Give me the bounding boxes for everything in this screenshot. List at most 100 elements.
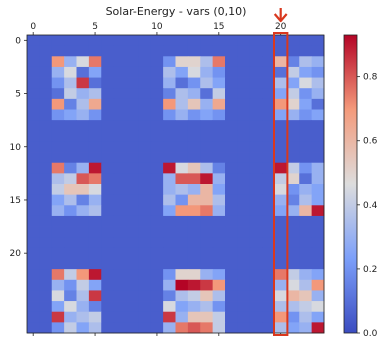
heatmap-cell — [262, 130, 275, 142]
heatmap-cell — [113, 269, 127, 281]
heatmap-cell — [262, 35, 275, 47]
heatmap-cell — [113, 311, 127, 323]
heatmap-cell — [237, 45, 251, 57]
heatmap-cell — [138, 247, 152, 259]
heatmap-cell — [200, 77, 214, 89]
heatmap-cell — [76, 322, 90, 334]
heatmap-cell — [175, 66, 189, 78]
heatmap-cell — [150, 215, 164, 227]
heatmap-cell — [249, 205, 263, 217]
heatmap-cell — [51, 56, 65, 68]
heatmap-cell — [150, 35, 164, 47]
heatmap-cell — [76, 141, 90, 153]
heatmap-cell — [274, 184, 288, 196]
heatmap-cell — [126, 162, 139, 174]
heatmap-cell — [237, 173, 251, 185]
heatmap-cell — [299, 258, 313, 270]
heatmap-cell — [286, 162, 300, 174]
heatmap-cell — [113, 45, 127, 57]
heatmap-cell — [274, 269, 288, 281]
heatmap-cell — [262, 88, 275, 100]
heatmap-cell — [138, 88, 152, 100]
heatmap-cell — [311, 237, 325, 249]
heatmap-cell — [299, 194, 313, 206]
heatmap-cell — [212, 66, 226, 78]
heatmap-cell — [249, 290, 263, 302]
heatmap-cell — [262, 56, 275, 68]
heatmap-cell — [311, 258, 325, 270]
heatmap-cell — [150, 56, 164, 68]
heatmap-cell — [51, 322, 65, 334]
heatmap-cell — [150, 88, 164, 100]
heatmap-cell — [39, 152, 53, 164]
heatmap-cell — [299, 35, 313, 47]
heatmap-cell — [286, 35, 300, 47]
heatmap-cell — [274, 215, 288, 227]
heatmap-cell — [249, 162, 263, 174]
heatmap-cell — [138, 109, 152, 121]
heatmap-cell — [27, 311, 40, 323]
heatmap-cell — [200, 301, 214, 313]
heatmap-cell — [225, 162, 238, 174]
heatmap-cell — [101, 215, 115, 227]
heatmap-cell — [225, 215, 238, 227]
heatmap-cell — [76, 258, 90, 270]
heatmap-cell — [212, 98, 226, 110]
heatmap-cell — [237, 226, 251, 238]
heatmap-cell — [225, 88, 238, 100]
heatmap-cell — [175, 258, 189, 270]
heatmap-cell — [51, 290, 65, 302]
heatmap-cell — [187, 215, 201, 227]
heatmap-cell — [274, 152, 288, 164]
heatmap-cell — [39, 88, 53, 100]
heatmap-cell — [200, 35, 214, 47]
heatmap-cell — [200, 226, 214, 238]
heatmap-cell — [286, 56, 300, 68]
heatmap-cell — [39, 301, 53, 313]
heatmap-cell — [150, 109, 164, 121]
heatmap-cell — [64, 77, 77, 89]
heatmap-cell — [274, 141, 288, 153]
heatmap-cell — [76, 173, 90, 185]
heatmap-cell — [212, 205, 226, 217]
heatmap-cell — [249, 322, 263, 334]
heatmap-cell — [163, 184, 176, 196]
heatmap-cell — [138, 311, 152, 323]
heatmap-cell — [286, 77, 300, 89]
heatmap-cell — [76, 88, 90, 100]
heatmap-cell — [249, 311, 263, 323]
x-tick-label: 15 — [213, 22, 224, 32]
heatmap-cell — [225, 194, 238, 206]
y-tick-label: 20 — [10, 249, 22, 259]
heatmap-cell — [88, 77, 102, 89]
heatmap-cell — [187, 311, 201, 323]
heatmap-cell — [64, 35, 77, 47]
heatmap-cell — [187, 152, 201, 164]
y-tick-label: 5 — [15, 90, 21, 100]
heatmap-cell — [262, 269, 275, 281]
heatmap-cell — [286, 247, 300, 259]
heatmap-cell — [51, 194, 65, 206]
heatmap-cell — [237, 130, 251, 142]
heatmap-cell — [163, 98, 176, 110]
heatmap-cell — [237, 247, 251, 259]
heatmap-cell — [187, 35, 201, 47]
heatmap-cell — [101, 184, 115, 196]
heatmap-cell — [88, 45, 102, 57]
heatmap-cell — [237, 88, 251, 100]
heatmap-cell — [150, 237, 164, 249]
heatmap-cell — [39, 258, 53, 270]
heatmap-cell — [150, 120, 164, 132]
heatmap-cell — [138, 226, 152, 238]
heatmap-cell — [138, 301, 152, 313]
heatmap-cell — [225, 311, 238, 323]
heatmap-cell — [274, 35, 288, 47]
heatmap-cell — [311, 120, 325, 132]
heatmap-cell — [237, 56, 251, 68]
heatmap-cell — [88, 120, 102, 132]
heatmap-cell — [262, 290, 275, 302]
heatmap-cell — [163, 109, 176, 121]
heatmap-cell — [39, 194, 53, 206]
heatmap-cell — [51, 173, 65, 185]
x-tick-label: 5 — [92, 22, 98, 32]
